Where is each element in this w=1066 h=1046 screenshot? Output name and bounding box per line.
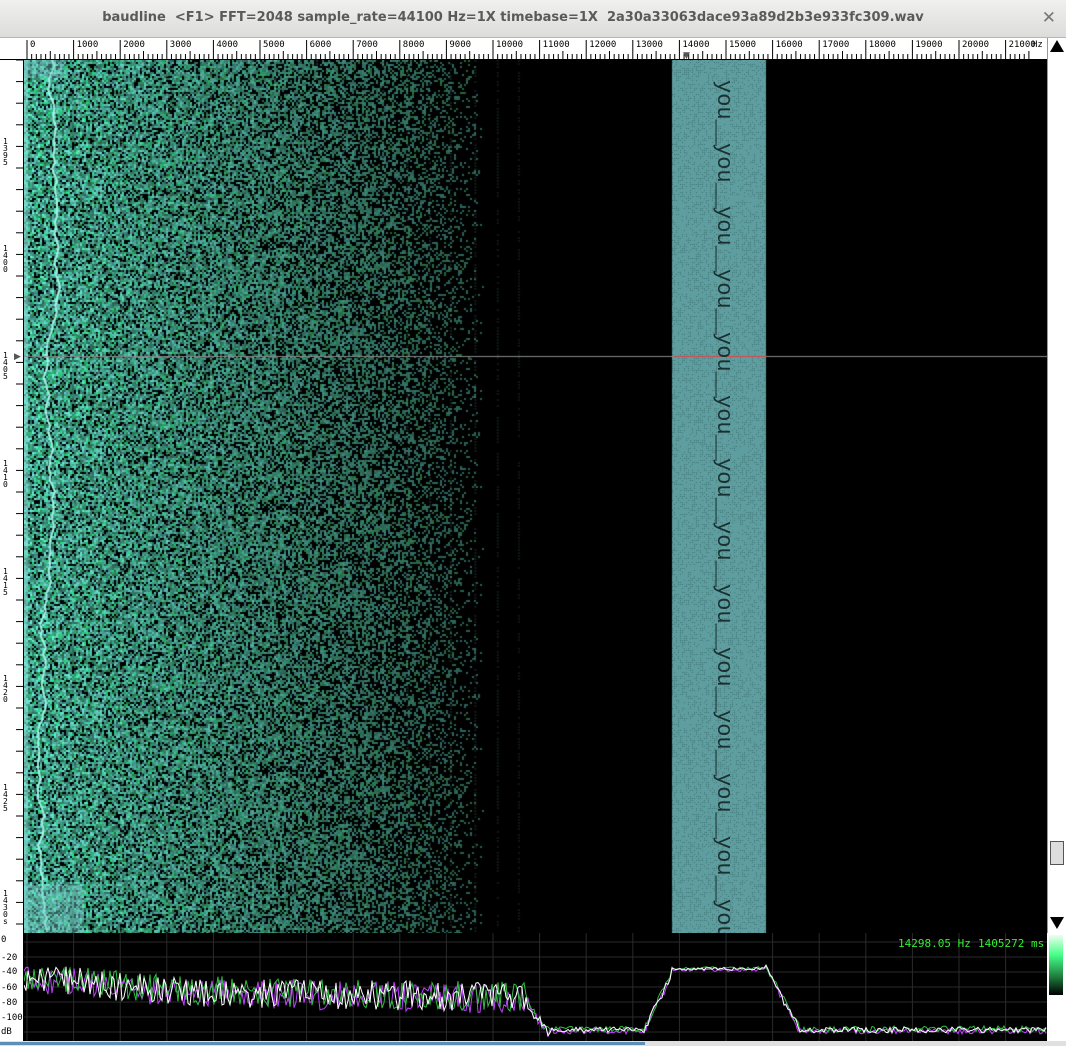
freq-tick-label: 20000: [962, 40, 990, 50]
time-ruler[interactable]: 1395 1400 1405 1410 1415 1420 1425 1430s ▶: [0, 60, 24, 933]
time-tick-label: 1430s: [3, 889, 8, 926]
db-tick-label: -60: [1, 983, 18, 993]
hidden-word-glyph: you__: [711, 143, 736, 210]
close-icon[interactable]: ✕: [1041, 8, 1056, 28]
freq-tick-label: 5000: [263, 40, 285, 50]
time-tick-label: 1395: [3, 137, 8, 167]
bottom-progress-strip: [0, 1041, 1066, 1046]
time-ticks: [16, 60, 24, 925]
spectrogram-display[interactable]: you__ you__ you__ you__ you__ you__ you__ you__…: [24, 60, 1047, 933]
freq-tick-label: 18000: [868, 40, 896, 50]
db-tick-label: -80: [1, 998, 18, 1008]
hidden-word-glyph: you__: [711, 773, 736, 840]
freq-tick-label: 11000: [542, 40, 570, 50]
freq-tick-label: 10000: [496, 40, 524, 50]
freq-tick-label: 7000: [356, 40, 378, 50]
frequency-ticks: [26, 40, 1030, 59]
db-tick-label: -40: [1, 967, 18, 977]
time-tick-label: 1400: [3, 244, 8, 274]
readout-time: 1405272 ms: [978, 937, 1045, 950]
frequency-ruler[interactable]: 0 1000 2000 3000 4000 5000 6000 7000 8000 9000 100…: [0, 38, 1066, 61]
freq-tick-label: 15000: [729, 40, 757, 50]
freq-tick-label: 8000: [402, 40, 425, 50]
db-unit-label: dB: [1, 1027, 12, 1037]
freq-tick-label: 19000: [915, 40, 943, 50]
time-tick-label: 1425: [3, 783, 8, 813]
time-tick-label: 1410: [3, 459, 8, 489]
freq-tick-label: 3000: [169, 40, 192, 50]
freq-tick-label: 16000: [775, 40, 803, 50]
time-tick-label: 1420: [3, 674, 8, 704]
freq-tick-label: 6000: [309, 40, 332, 50]
db-ruler: 0 -20 -40 -60 -80 -100 dB: [0, 933, 24, 1041]
hidden-word-glyph: you__: [711, 521, 736, 588]
freq-tick-label: 4000: [216, 40, 239, 50]
freq-tick-label: 17000: [822, 40, 850, 50]
hidden-word-glyph: you__: [711, 269, 736, 336]
time-tick-label: 1415: [3, 567, 8, 597]
color-aperture[interactable]: [1047, 933, 1066, 1041]
db-tick-label: 0: [1, 935, 7, 945]
time-cursor-marker[interactable]: ▶: [14, 352, 21, 362]
db-tick-label: -20: [1, 953, 18, 963]
freq-tick-label: 13000: [635, 40, 663, 50]
db-tick-label: -100: [1, 1013, 23, 1023]
readout-frequency: 14298.05 Hz: [898, 937, 971, 950]
hidden-word-glyph: you__: [711, 206, 736, 273]
scroll-thumb[interactable]: [1050, 841, 1064, 865]
time-tick-label: 1405: [3, 351, 8, 381]
scroll-up-arrow-icon[interactable]: [1050, 40, 1064, 52]
freq-tick-label: 21000: [1008, 40, 1036, 50]
freq-unit-label: Hz: [1032, 40, 1043, 50]
spectrum-panel: 0 -20 -40 -60 -80 -100 dB 14298.05 Hz 1405272 …: [0, 933, 1066, 1046]
hidden-word-glyph: you__: [711, 458, 736, 525]
scroll-down-arrow-icon[interactable]: [1050, 917, 1064, 929]
spectrum-graph[interactable]: 14298.05 Hz 1405272 ms: [23, 933, 1047, 1041]
hidden-word-glyph: you__: [711, 395, 736, 462]
spectrum-trace: [23, 933, 1047, 1041]
hidden-message-band: you__you__you__you__you__you__you__you__…: [711, 80, 736, 933]
hidden-word-glyph: you__: [711, 836, 736, 903]
freq-tick-label: 1000: [76, 40, 99, 50]
hidden-word-glyph: you__: [711, 584, 736, 651]
hidden-word-glyph: you__: [711, 710, 736, 777]
hidden-word-glyph: you__: [711, 899, 736, 933]
freq-tick-label: 2000: [123, 40, 145, 50]
freq-tick-label: 0: [30, 40, 36, 50]
freq-cursor-marker[interactable]: ▼: [683, 51, 690, 61]
freq-tick-label: 9000: [449, 40, 472, 50]
freq-tick-label: 14000: [682, 40, 710, 50]
window-title: baudline <F1> FFT=2048 sample_rate=44100…: [102, 10, 924, 25]
freq-tick-label: 12000: [589, 40, 617, 50]
hidden-word-glyph: you__: [711, 80, 736, 147]
hidden-word-glyph: you__: [711, 647, 736, 714]
spectrogram-canvas[interactable]: [24, 60, 1047, 933]
color-scale-bar[interactable]: [1049, 935, 1063, 995]
vertical-scrollbar[interactable]: [1047, 38, 1066, 933]
title-bar: baudline <F1> FFT=2048 sample_rate=44100…: [0, 0, 1066, 38]
hidden-word-glyph: you__: [711, 332, 736, 399]
